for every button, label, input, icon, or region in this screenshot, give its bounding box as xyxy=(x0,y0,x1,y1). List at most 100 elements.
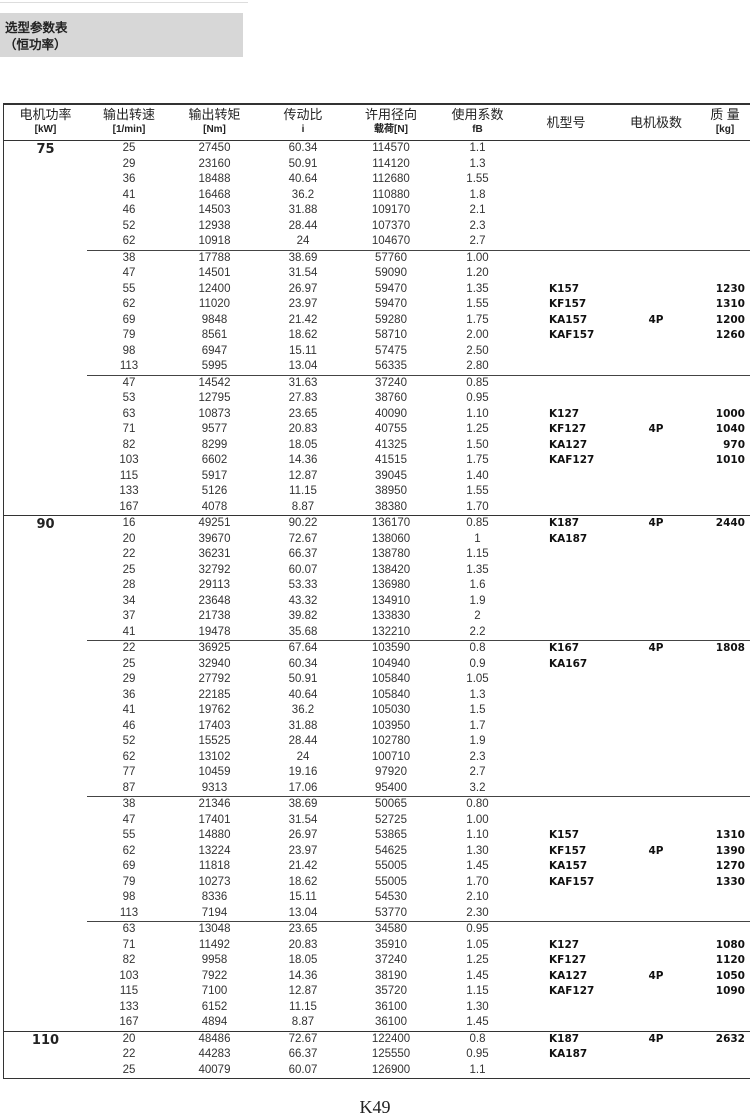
table-row: 133 6152 11.15 36100 1.30 xyxy=(87,1000,750,1016)
poles-cell xyxy=(611,547,701,563)
speed-cell: 115 xyxy=(119,469,139,482)
table-row: 46 14503 31.88 109170 2.1 xyxy=(87,203,750,219)
ratio-cell: 12.87 xyxy=(288,985,318,997)
motor-power: 90 xyxy=(36,517,55,532)
service-factor-cell: 2.50 xyxy=(466,344,489,357)
power-section: 90 16 49251 90.22 136170 0.85 K187 4P 2440 20 3967… xyxy=(4,515,750,1031)
torque-cell: 11020 xyxy=(198,298,231,310)
radial-load-cell: 59090 xyxy=(375,267,407,279)
ratio-cell: 18.62 xyxy=(288,875,318,888)
table-row: 133 5126 11.15 38950 1.55 xyxy=(87,484,750,500)
ratio-cell: 72.67 xyxy=(288,1032,318,1045)
mass-cell xyxy=(701,1063,749,1079)
mass-cell xyxy=(701,1047,749,1063)
speed-cell: 113 xyxy=(119,906,139,919)
mass-cell: 1050 xyxy=(715,969,745,982)
poles-cell xyxy=(611,578,701,594)
ratio-cell: 18.05 xyxy=(288,954,318,966)
service-factor-cell: 0.85 xyxy=(466,517,489,529)
poles-cell xyxy=(611,391,701,407)
model-cell xyxy=(521,922,611,938)
poles-cell xyxy=(611,297,701,313)
header-cell: 质 量 [kg] xyxy=(701,105,749,140)
speed-cell: 46 xyxy=(122,719,136,732)
mass-cell xyxy=(701,359,749,375)
ratio-cell: 28.44 xyxy=(288,735,318,747)
speed-cell: 41 xyxy=(122,625,136,638)
mass-cell xyxy=(701,625,749,641)
service-factor-cell: 3.2 xyxy=(469,781,486,794)
speed-cell: 62 xyxy=(122,750,136,763)
radial-load-cell: 40755 xyxy=(375,423,407,435)
radial-load-cell: 38190 xyxy=(375,969,407,982)
radial-load-cell: 41515 xyxy=(375,454,407,466)
torque-cell: 27792 xyxy=(198,673,231,685)
header-cell: 输出转矩 [Nm] xyxy=(171,105,258,140)
power-section: 110 20 48486 72.67 122400 0.8 K187 4P 2632 22 4428… xyxy=(4,1030,750,1079)
poles-cell xyxy=(611,563,701,579)
table-row: 16 49251 90.22 136170 0.85 K187 4P 2440 xyxy=(87,516,750,532)
poles-cell: 4P xyxy=(648,423,664,435)
mass-cell: 1040 xyxy=(715,423,745,435)
radial-load-cell: 134910 xyxy=(371,594,411,607)
service-factor-cell: 1.6 xyxy=(469,579,486,591)
table-row: 71 9577 20.83 40755 1.25 KF127 4P 1040 xyxy=(87,422,750,438)
torque-cell: 17403 xyxy=(198,719,231,732)
service-factor-cell: 2.3 xyxy=(469,750,486,763)
service-factor-cell: 1.35 xyxy=(466,282,489,295)
mass-cell xyxy=(701,765,749,781)
model-cell: KA187 xyxy=(549,532,588,545)
mass-cell xyxy=(701,594,749,610)
radial-load-cell: 37240 xyxy=(375,954,407,966)
mass-cell: 1000 xyxy=(715,407,745,420)
poles-cell xyxy=(611,328,701,344)
model-cell xyxy=(521,484,611,500)
service-factor-cell: 1.9 xyxy=(469,735,486,747)
speed-cell: 62 xyxy=(122,235,136,247)
torque-cell: 16468 xyxy=(198,188,231,201)
poles-cell xyxy=(611,141,701,157)
service-factor-cell: 1.00 xyxy=(466,251,489,264)
table-row: 69 9848 21.42 59280 1.75 KA157 4P 1200 xyxy=(87,313,750,329)
header-cell: 传动比 i xyxy=(258,105,348,140)
torque-cell: 10918 xyxy=(198,235,231,247)
torque-cell: 13048 xyxy=(198,923,231,935)
radial-load-cell: 138420 xyxy=(371,563,411,576)
ratio-cell: 60.07 xyxy=(288,563,318,576)
speed-cell: 63 xyxy=(122,923,136,935)
radial-load-cell: 36100 xyxy=(375,1000,407,1013)
speed-cell: 22 xyxy=(122,548,136,560)
ratio-cell: 24 xyxy=(296,235,310,247)
radial-load-cell: 59280 xyxy=(375,313,407,326)
speed-cell: 47 xyxy=(122,376,136,389)
ratio-cell: 21.42 xyxy=(288,860,318,872)
ratio-cell: 31.88 xyxy=(288,719,318,732)
radial-load-cell: 114120 xyxy=(372,157,410,170)
service-factor-cell: 1.9 xyxy=(469,594,486,607)
torque-cell: 9848 xyxy=(201,313,228,326)
model-cell: KA127 xyxy=(549,438,588,451)
table-row: 167 4894 8.87 36100 1.45 xyxy=(87,1015,750,1031)
radial-load-cell: 37240 xyxy=(375,376,407,389)
torque-cell: 23160 xyxy=(198,157,231,170)
header-cell: 电机极数 xyxy=(611,105,701,140)
ratio-cell: 24 xyxy=(296,750,310,763)
service-factor-cell: 1.20 xyxy=(466,267,489,279)
table-row: 63 10873 23.65 40090 1.10 K127 1000 xyxy=(87,407,750,423)
radial-load-cell: 136980 xyxy=(371,579,411,591)
poles-cell xyxy=(611,984,701,1000)
ratio-cell: 23.97 xyxy=(288,844,318,857)
torque-cell: 7100 xyxy=(201,985,228,997)
mass-cell: 1090 xyxy=(715,985,745,997)
model-cell xyxy=(521,719,611,735)
gear-group: 63 13048 23.65 34580 0.95 71 11492 20.83 35910 1.… xyxy=(87,921,750,1031)
radial-load-cell: 36100 xyxy=(375,1016,407,1028)
torque-cell: 32940 xyxy=(198,657,231,670)
poles-cell xyxy=(611,438,701,454)
service-factor-cell: 2.80 xyxy=(466,360,489,372)
poles-cell xyxy=(611,953,701,969)
service-factor-cell: 0.8 xyxy=(469,642,486,654)
model-cell xyxy=(521,563,611,579)
table-row: 167 4078 8.87 38380 1.70 xyxy=(87,500,750,516)
service-factor-cell: 1.15 xyxy=(466,985,489,997)
